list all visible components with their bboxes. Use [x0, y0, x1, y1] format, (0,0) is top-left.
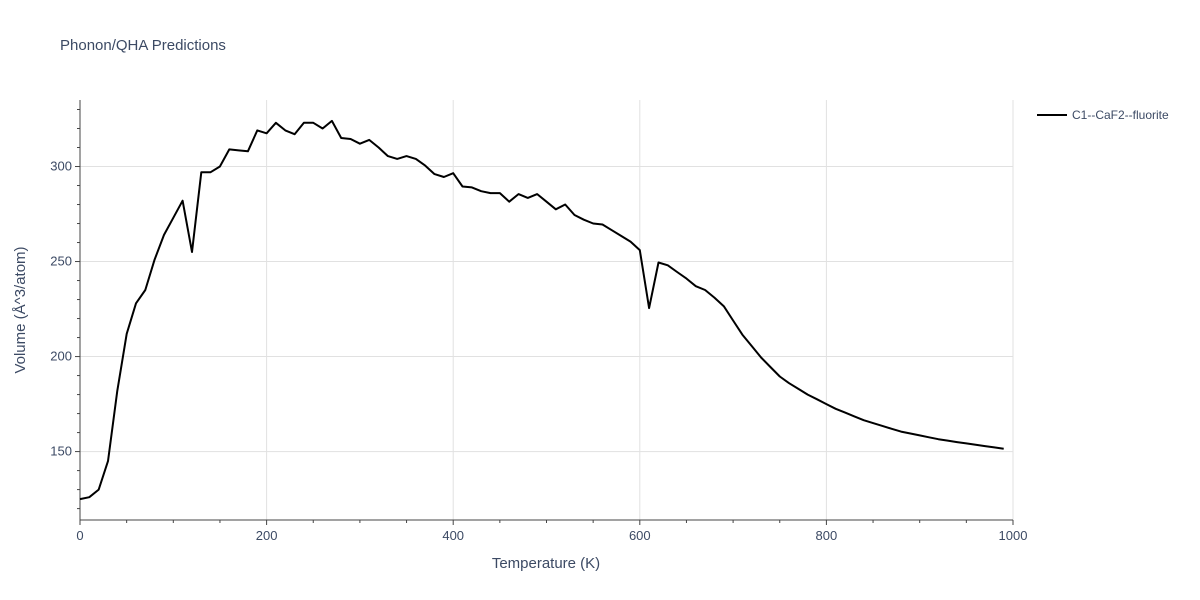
y-axis-label: Volume (Å^3/atom) [12, 246, 29, 373]
axes [75, 100, 1014, 525]
x-tick-label: 800 [816, 528, 838, 543]
tick-labels: 0 200 400 600 800 1000 150 200 250 300 [50, 159, 1027, 543]
x-tick-label: 600 [629, 528, 651, 543]
x-tick-label: 1000 [999, 528, 1028, 543]
x-tick-label: 200 [256, 528, 278, 543]
series-layer [79, 119, 1004, 501]
legend[interactable]: C1--CaF2--fluorite [1037, 108, 1169, 122]
x-tick-label: 0 [76, 528, 83, 543]
series-line-0[interactable] [79, 119, 1004, 501]
legend-label[interactable]: C1--CaF2--fluorite [1072, 108, 1169, 122]
chart-title: Phonon/QHA Predictions [60, 37, 226, 54]
y-tick-label: 300 [50, 159, 72, 174]
gridlines [80, 100, 1014, 520]
y-tick-label: 200 [50, 349, 72, 364]
y-tick-label: 250 [50, 254, 72, 269]
x-axis-label: Temperature (K) [492, 555, 600, 572]
y-tick-label: 150 [50, 444, 72, 459]
x-tick-label: 400 [442, 528, 464, 543]
